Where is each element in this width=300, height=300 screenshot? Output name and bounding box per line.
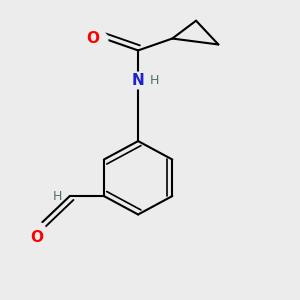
Text: H: H (53, 190, 62, 202)
Text: O: O (86, 31, 100, 46)
Text: N: N (132, 73, 145, 88)
Text: O: O (31, 230, 44, 245)
Text: H: H (150, 74, 159, 87)
